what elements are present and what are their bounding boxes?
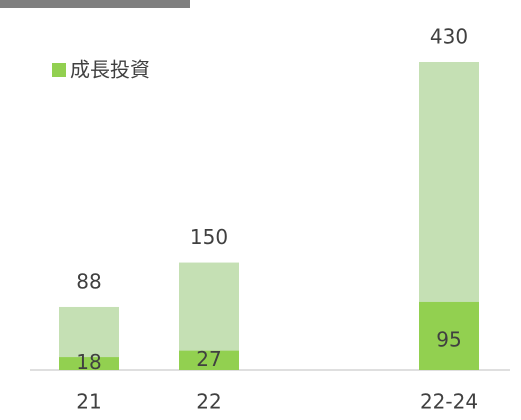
legend-label: 成長投資 [70,58,150,82]
total-label: 88 [76,269,101,293]
x-tick-label: 21 [76,390,101,414]
segment-label: 18 [76,350,101,374]
bar-segment [179,350,239,370]
x-tick-label: 22-24 [420,390,478,414]
total-label: 430 [430,25,468,49]
segment-label: 27 [196,347,221,371]
legend-swatch [52,63,66,77]
segment-label: 95 [436,327,461,351]
bar-segment [59,357,119,370]
total-label: 150 [190,225,228,249]
bar-segment [419,301,479,370]
x-tick-label: 22 [196,390,221,414]
header-strip [0,0,190,8]
